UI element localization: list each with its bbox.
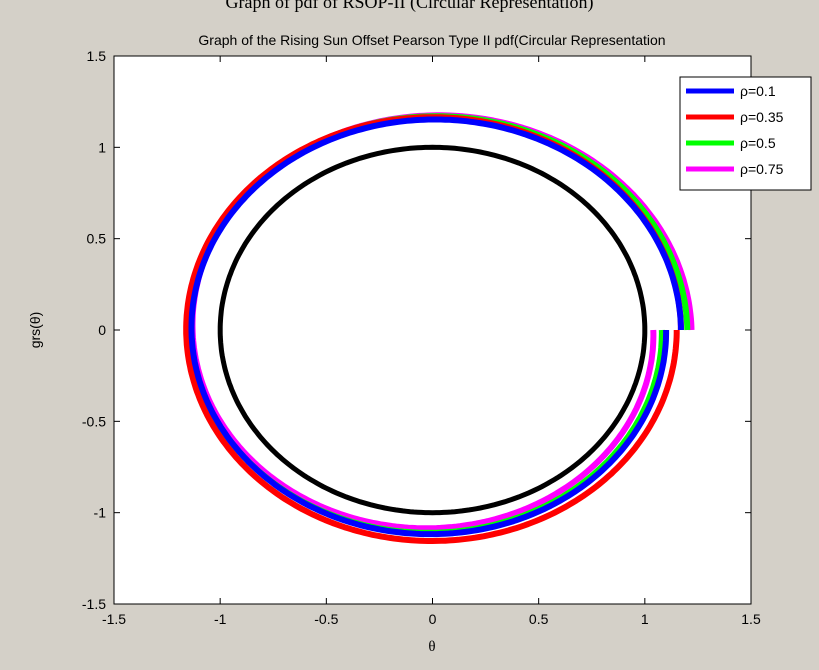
x-axis-ticks: -1.5 -1 -0.5 0 0.5 1 1.5: [102, 56, 761, 627]
unit-circle-curve: [217, 144, 648, 516]
y-tick-label: -0.5: [82, 413, 106, 429]
y-tick-label: -1.5: [82, 596, 106, 612]
x-tick-label: 0: [429, 611, 437, 627]
legend-label-1: ρ=0.35: [740, 109, 784, 125]
x-tick-label: -1.5: [102, 611, 126, 627]
legend-label-3: ρ=0.75: [740, 161, 784, 177]
legend-label-0: ρ=0.1: [740, 83, 776, 99]
legend-box: [679, 76, 812, 191]
y-tick-label: 1: [98, 139, 106, 155]
legend: ρ=0.1 ρ=0.35 ρ=0.5 ρ=0.75: [679, 76, 812, 191]
x-tick-label: 0.5: [529, 611, 549, 627]
x-tick-label: 1.5: [741, 611, 761, 627]
x-axis-label: θ: [428, 639, 435, 655]
curves: [183, 112, 695, 544]
y-axis-ticks: -1.5 -1 -0.5 0 0.5 1 1.5: [82, 48, 751, 612]
figure-caption: Graph of pdf of RSOP-II (Circular Repres…: [225, 0, 594, 12]
y-tick-label: 0: [98, 322, 106, 338]
series-curve-0: [188, 116, 684, 538]
x-tick-label: -1: [214, 611, 227, 627]
y-tick-label: 1.5: [87, 48, 107, 64]
x-tick-label: -0.5: [314, 611, 338, 627]
chart-title: Graph of the Rising Sun Offset Pearson T…: [198, 32, 665, 48]
y-tick-label: 0.5: [87, 231, 107, 247]
y-tick-label: -1: [94, 505, 107, 521]
y-axis-label: grs(θ): [27, 312, 43, 349]
x-tick-label: 1: [641, 611, 649, 627]
legend-label-2: ρ=0.5: [740, 135, 776, 151]
